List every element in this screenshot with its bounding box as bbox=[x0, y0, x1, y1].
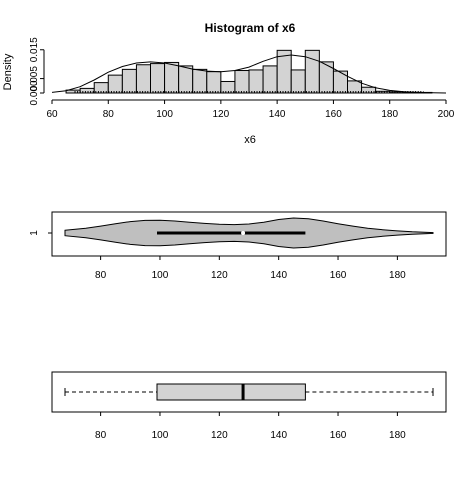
x-axis: 80 100 120 140 160 180 bbox=[95, 256, 406, 281]
histogram-bars bbox=[65, 49, 433, 94]
x-tick-label: 60 bbox=[46, 109, 58, 120]
x-tick-label: 140 bbox=[270, 430, 287, 441]
x-tick-label: 200 bbox=[438, 109, 455, 120]
boxplot-panel: 80 100 120 140 160 180 bbox=[51, 371, 447, 441]
x-tick-label: 120 bbox=[213, 109, 230, 120]
x-tick-label: 140 bbox=[269, 109, 286, 120]
x-tick-label: 80 bbox=[95, 270, 107, 281]
x-tick-label: 180 bbox=[381, 109, 398, 120]
histogram-panel: Histogram of x6 60 80 100 120 140 160 180 200 0… bbox=[2, 21, 455, 146]
x-tick-label: 120 bbox=[211, 270, 228, 281]
violin-median-dot bbox=[241, 231, 246, 235]
x-tick-label: 120 bbox=[211, 430, 228, 441]
x-tick-label: 140 bbox=[270, 270, 287, 281]
x-axis-label: x6 bbox=[244, 134, 256, 146]
histogram-bar bbox=[347, 80, 363, 94]
x-tick-label: 180 bbox=[389, 270, 406, 281]
y-tick-label: 0.005 bbox=[29, 66, 40, 91]
x-tick-label: 100 bbox=[156, 109, 173, 120]
boxplot-frame bbox=[51, 371, 447, 413]
histogram-bar bbox=[318, 61, 334, 94]
group-label: 1 bbox=[29, 230, 40, 236]
histogram-bar bbox=[107, 74, 123, 94]
histogram-bar bbox=[290, 69, 306, 94]
histogram-bar bbox=[150, 63, 166, 94]
x-axis: 60 80 100 120 140 160 180 200 bbox=[46, 99, 455, 120]
histogram-bar bbox=[79, 87, 95, 94]
histogram-bar bbox=[178, 65, 194, 94]
y-axis: 1 bbox=[29, 230, 52, 236]
x-tick-label: 160 bbox=[330, 430, 347, 441]
histogram-bar bbox=[248, 69, 264, 94]
x-tick-label: 160 bbox=[330, 270, 347, 281]
x-tick-label: 100 bbox=[152, 270, 169, 281]
x-tick-label: 180 bbox=[389, 430, 406, 441]
x-tick-label: 80 bbox=[95, 430, 107, 441]
histogram-bar bbox=[192, 68, 208, 94]
histogram-bar bbox=[206, 71, 222, 94]
histogram-bar bbox=[375, 90, 391, 94]
y-axis-label: Density bbox=[2, 53, 14, 90]
x-axis: 80 100 120 140 160 180 bbox=[95, 412, 406, 441]
histogram-bar bbox=[234, 70, 250, 94]
histogram-bar bbox=[135, 64, 152, 94]
x-tick-label: 100 bbox=[152, 430, 169, 441]
violin-plot-frame bbox=[51, 211, 447, 257]
histogram-bar bbox=[121, 68, 137, 94]
histogram-bar bbox=[332, 70, 348, 94]
chart-title: Histogram of x6 bbox=[205, 21, 296, 35]
boxplot bbox=[64, 383, 434, 401]
box-iqr bbox=[156, 383, 306, 401]
violin-panel: 80 100 120 140 160 180 1 bbox=[29, 211, 447, 281]
histogram-bar bbox=[164, 61, 180, 94]
histogram-bar bbox=[304, 49, 320, 94]
histogram-bar bbox=[262, 65, 278, 94]
y-tick-label: 0.015 bbox=[29, 37, 40, 62]
y-tick-label: 0.000 bbox=[29, 80, 40, 105]
x-tick-label: 160 bbox=[325, 109, 342, 120]
density-curve bbox=[51, 54, 447, 94]
x-tick-label: 80 bbox=[103, 109, 115, 120]
